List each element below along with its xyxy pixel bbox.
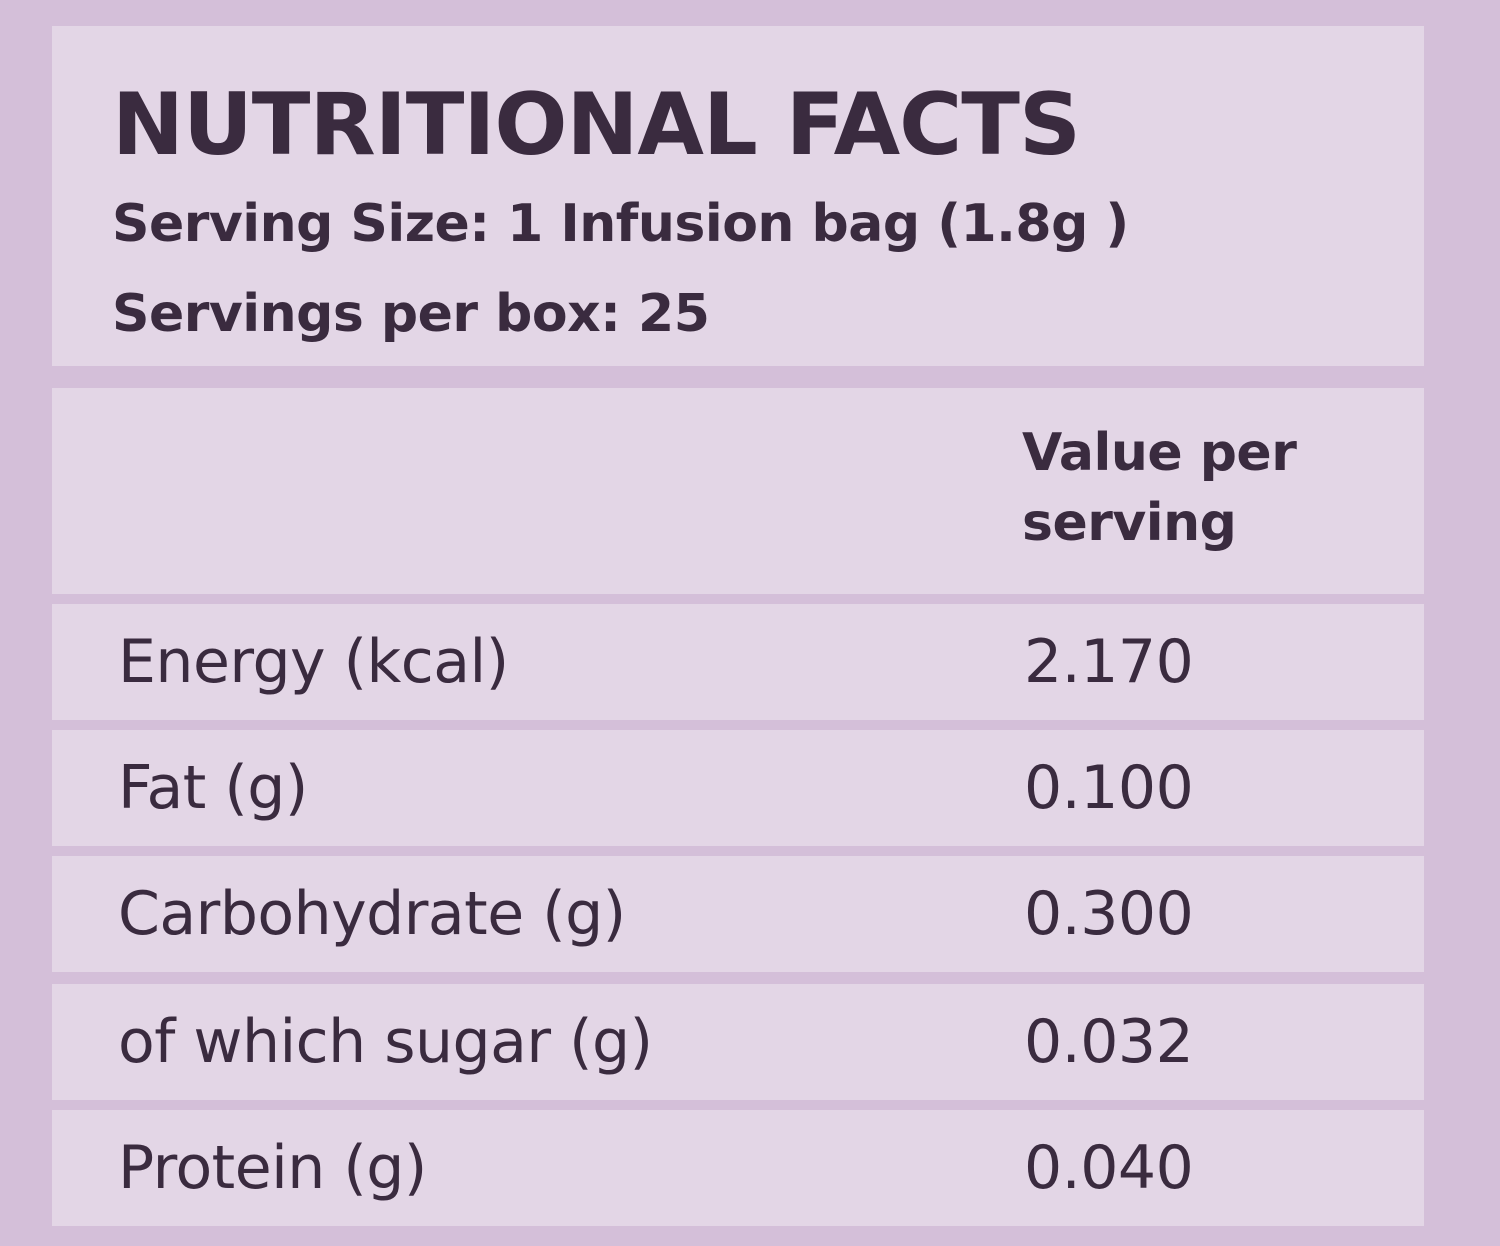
table-row-sugar: of which sugar (g) 0.032 xyxy=(52,984,1424,1100)
row-label: Protein (g) xyxy=(118,1133,427,1203)
row-value: 0.100 xyxy=(1024,753,1194,823)
table-row-carbohydrate: Carbohydrate (g) 0.300 xyxy=(52,856,1424,972)
row-value: 2.170 xyxy=(1024,627,1194,697)
row-value: 0.300 xyxy=(1024,879,1194,949)
row-value: 0.032 xyxy=(1024,1007,1194,1077)
row-label: of which sugar (g) xyxy=(118,1007,653,1077)
table-row-protein: Protein (g) 0.040 xyxy=(52,1110,1424,1226)
table-row-fat: Fat (g) 0.100 xyxy=(52,730,1424,846)
row-value: 0.040 xyxy=(1024,1133,1194,1203)
table-column-header: Value per serving xyxy=(52,388,1424,594)
table-row-energy: Energy (kcal) 2.170 xyxy=(52,604,1424,720)
row-label: Energy (kcal) xyxy=(118,627,509,697)
nutrition-title: NUTRITIONAL FACTS xyxy=(112,75,1081,175)
row-label: Fat (g) xyxy=(118,753,308,823)
servings-per-box: Servings per box: 25 xyxy=(112,284,710,344)
nutrition-header: NUTRITIONAL FACTS Serving Size: 1 Infusi… xyxy=(52,26,1424,366)
serving-size: Serving Size: 1 Infusion bag (1.8g ) xyxy=(112,194,1129,254)
value-per-serving-header: Value per serving xyxy=(1022,423,1297,553)
row-label: Carbohydrate (g) xyxy=(118,879,626,949)
